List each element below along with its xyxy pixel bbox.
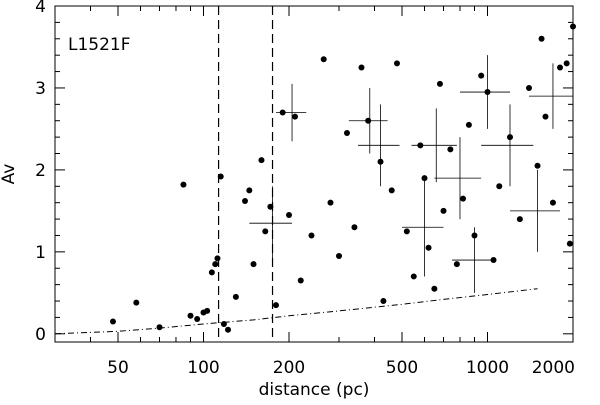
plot-frame [54, 5, 574, 343]
data-point [250, 261, 257, 268]
data-point [232, 293, 239, 300]
data-point [417, 142, 424, 149]
y-tick-label: 2 [35, 161, 46, 181]
data-point [194, 316, 201, 323]
data-point [542, 113, 549, 120]
y-axis-label: Av [0, 164, 19, 185]
data-point [242, 198, 249, 205]
data-point [217, 173, 224, 180]
data-point [538, 35, 545, 42]
x-tick-label: 2000 [532, 358, 575, 378]
x-tick-label: 200 [273, 358, 305, 378]
data-point [343, 130, 350, 137]
data-point [377, 158, 384, 165]
data-point [393, 60, 400, 67]
data-point [358, 64, 365, 71]
data-point [484, 89, 491, 96]
data-point [440, 207, 447, 214]
data-point [526, 84, 533, 91]
data-point [156, 324, 163, 331]
data-point [496, 183, 503, 190]
data-point [258, 157, 265, 164]
data-points [109, 23, 576, 333]
data-point [447, 146, 454, 153]
data-point [425, 244, 432, 251]
data-point [534, 162, 541, 169]
data-point [214, 255, 221, 262]
data-point [279, 109, 286, 116]
data-point [180, 181, 187, 188]
distance-limit-lines [217, 6, 274, 342]
data-point [549, 199, 556, 206]
major-ticks [55, 5, 574, 342]
data-point [557, 64, 564, 71]
data-point [436, 80, 443, 87]
data-point [490, 257, 497, 264]
data-point [204, 307, 211, 314]
data-point [272, 302, 279, 309]
data-point [478, 72, 485, 79]
data-point [220, 320, 227, 327]
data-point [320, 56, 327, 63]
x-tick-label: 50 [107, 358, 129, 378]
data-point [453, 261, 460, 268]
x-tick-label: 100 [187, 358, 219, 378]
data-point [421, 175, 428, 182]
data-point [109, 318, 116, 325]
data-point [225, 326, 232, 333]
panel-label: L1521F [68, 35, 131, 55]
data-point [471, 232, 478, 239]
data-point [570, 23, 576, 30]
data-point [410, 273, 417, 280]
data-point [327, 199, 334, 206]
data-point [516, 216, 523, 223]
data-point [431, 285, 438, 292]
y-tick-label: 3 [35, 79, 46, 99]
data-point [336, 252, 343, 259]
y-tick-label: 4 [35, 0, 46, 17]
data-point [388, 187, 395, 194]
data-point [187, 312, 194, 319]
data-point [308, 232, 315, 239]
data-point [566, 240, 573, 247]
data-point [285, 211, 292, 218]
data-point [208, 269, 215, 276]
data-point [292, 113, 299, 120]
data-point [465, 121, 472, 128]
y-tick-label: 0 [35, 325, 46, 345]
data-point [506, 134, 513, 141]
x-axis-label: distance (pc) [259, 380, 370, 400]
x-tick-label: 500 [386, 358, 418, 378]
data-point [365, 117, 372, 124]
minor-ticks [54, 6, 573, 342]
data-point [351, 224, 358, 231]
data-point [380, 298, 387, 305]
data-point [267, 203, 274, 210]
data-point [563, 60, 570, 67]
y-tick-labels: 0 1 2 3 4 [35, 0, 46, 345]
x-tick-label: 1000 [466, 358, 509, 378]
data-point [262, 228, 269, 235]
data-point [212, 261, 219, 268]
y-tick-label: 1 [35, 243, 46, 263]
data-point [246, 187, 253, 194]
data-point [297, 277, 304, 284]
data-point [460, 195, 467, 202]
extinction-curve [54, 288, 538, 335]
x-tick-labels: 50 100 200 500 1000 2000 [107, 358, 575, 378]
data-point [403, 228, 410, 235]
data-point [133, 299, 140, 306]
error-bars [249, 55, 573, 293]
